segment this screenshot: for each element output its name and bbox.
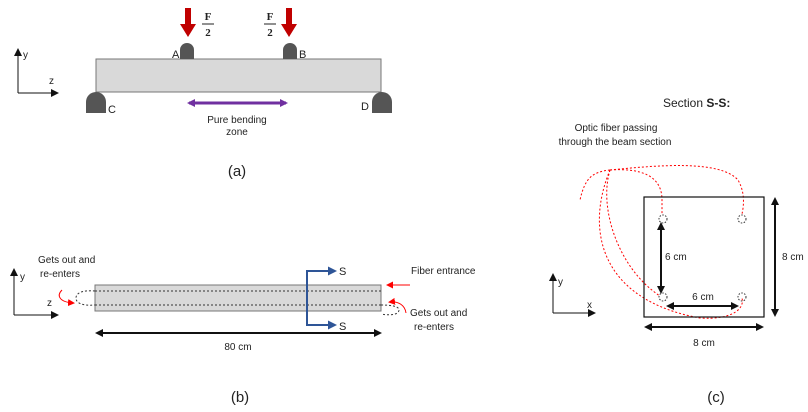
support-c (86, 92, 106, 113)
support-label-c: C (108, 104, 116, 116)
beam (95, 58, 382, 93)
load-arrow-a (180, 8, 196, 37)
load-arrow-b (281, 8, 297, 37)
panel-a: y z F 2 F 2 A B (14, 8, 392, 180)
right-note-line1: Gets out and (410, 308, 467, 319)
fiber-note-line1: Optic fiber passing (575, 123, 658, 134)
section-cut-marker: S S (306, 266, 346, 333)
fiber-loop-left (75, 290, 96, 306)
support-label-a: A (172, 49, 180, 61)
support-label-d: D (361, 101, 369, 113)
support-d (372, 92, 392, 113)
fiber-loop-right (380, 304, 400, 316)
section-square (643, 196, 765, 318)
support-label-b: B (299, 49, 306, 61)
load-label-a: F 2 (202, 11, 214, 39)
right-note-arrow (388, 297, 407, 314)
axis-x-label: x (587, 300, 592, 311)
pure-bending-label-line1: Pure bending (207, 115, 267, 126)
load-numerator: F (205, 11, 212, 23)
axis-yz-b: y z (10, 268, 59, 319)
fiber-hole (658, 214, 668, 224)
load-numerator: F (267, 11, 274, 23)
axis-y-label: y (558, 277, 563, 288)
section-mark-top: S (339, 266, 346, 278)
axis-y-label: y (20, 272, 25, 283)
fiber-paths (579, 165, 744, 319)
axis-yx-c: y x (549, 273, 596, 317)
height-label: 8 cm (782, 252, 804, 263)
axis-z-label: z (47, 298, 52, 309)
section-title: Section S-S: (663, 96, 730, 110)
vertical-spacing-label: 6 cm (665, 252, 687, 263)
pure-bending-label-line2: zone (226, 127, 248, 138)
horizontal-spacing-label: 6 cm (692, 292, 714, 303)
width-label: 8 cm (693, 338, 715, 349)
fiber-hole (737, 292, 747, 302)
beam-top-view (94, 284, 382, 312)
left-note-arrow (58, 289, 75, 307)
length-label: 80 cm (224, 342, 251, 353)
load-label-b: F 2 (264, 11, 276, 39)
load-denominator: 2 (267, 27, 273, 39)
axis-z-label: z (49, 76, 54, 87)
fiber-hole (658, 292, 668, 302)
fiber-note-line2: through the beam section (559, 137, 672, 148)
caption-c: (c) (707, 389, 725, 406)
axis-y-label: y (23, 50, 28, 61)
right-note-line2: re-enters (414, 322, 454, 333)
caption-b: (b) (231, 389, 249, 406)
left-note-line2: re-enters (40, 269, 80, 280)
caption-a: (a) (228, 163, 246, 180)
panel-b: y z Gets out and re-enters Gets out and … (10, 255, 476, 406)
load-denominator: 2 (205, 27, 211, 39)
section-title-bold: S-S: (706, 96, 730, 110)
section-mark-bottom: S (339, 321, 346, 333)
section-title-prefix: Section (663, 96, 706, 110)
panel-c: Section S-S: Optic fiber passing through… (549, 96, 804, 406)
left-note-line1: Gets out and (38, 255, 95, 266)
load-point-a (180, 43, 194, 59)
axis-yz-a: y z (14, 48, 59, 97)
load-point-b (283, 43, 297, 59)
fiber-entrance-label: Fiber entrance (411, 266, 476, 277)
fiber-hole (737, 214, 747, 224)
